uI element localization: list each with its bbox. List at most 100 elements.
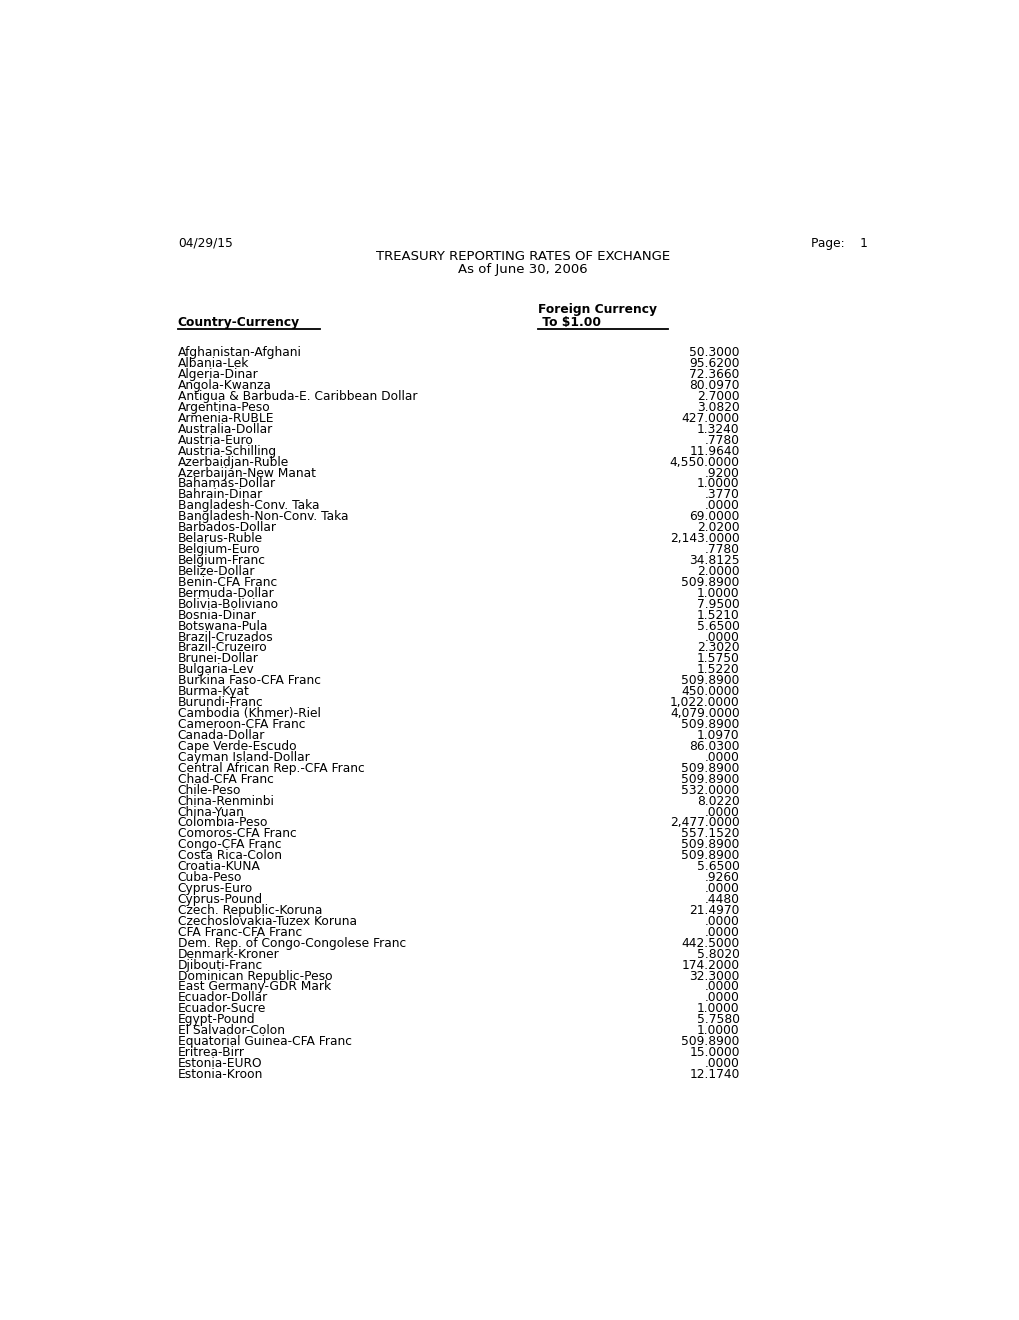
Text: .0000: .0000 [704,805,739,818]
Text: .3770: .3770 [704,488,739,502]
Text: Dem. Rep. of Congo-Congolese Franc: Dem. Rep. of Congo-Congolese Franc [177,937,406,949]
Text: Cuba-Peso: Cuba-Peso [177,871,243,884]
Text: El Salvador-Colon: El Salvador-Colon [177,1024,284,1038]
Text: Belgium-Euro: Belgium-Euro [177,543,260,556]
Text: Burkina Faso-CFA Franc: Burkina Faso-CFA Franc [177,675,321,688]
Text: 72.3660: 72.3660 [689,368,739,381]
Text: 1.5220: 1.5220 [696,664,739,676]
Text: 1,022.0000: 1,022.0000 [669,696,739,709]
Text: 32.3000: 32.3000 [689,969,739,982]
Text: Cambodia (Khmer)-Riel: Cambodia (Khmer)-Riel [177,708,320,721]
Text: Cameroon-CFA Franc: Cameroon-CFA Franc [177,718,305,731]
Text: Bosnia-Dinar: Bosnia-Dinar [177,609,257,622]
Text: .0000: .0000 [704,925,739,939]
Text: Albania-Lek: Albania-Lek [177,358,249,370]
Text: Denmark-Kroner: Denmark-Kroner [177,948,279,961]
Text: Belize-Dollar: Belize-Dollar [177,565,255,578]
Text: Bermuda-Dollar: Bermuda-Dollar [177,587,274,599]
Text: TREASURY REPORTING RATES OF EXCHANGE: TREASURY REPORTING RATES OF EXCHANGE [375,249,669,263]
Text: .0000: .0000 [704,915,739,928]
Text: 450.0000: 450.0000 [681,685,739,698]
Text: Egypt-Pound: Egypt-Pound [177,1014,255,1026]
Text: 2,477.0000: 2,477.0000 [669,817,739,829]
Text: Bahrain-Dinar: Bahrain-Dinar [177,488,263,502]
Text: .0000: .0000 [704,631,739,644]
Text: 509.8900: 509.8900 [681,772,739,785]
Text: Armenia-RUBLE: Armenia-RUBLE [177,412,274,425]
Text: Azerbaidjan-Ruble: Azerbaidjan-Ruble [177,455,288,469]
Text: 15.0000: 15.0000 [689,1045,739,1059]
Text: Ecuador-Sucre: Ecuador-Sucre [177,1002,266,1015]
Text: 1.0000: 1.0000 [696,1024,739,1038]
Text: 2.0200: 2.0200 [696,521,739,535]
Text: .0000: .0000 [704,882,739,895]
Text: 5.8020: 5.8020 [696,948,739,961]
Text: .9200: .9200 [704,466,739,479]
Text: 509.8900: 509.8900 [681,718,739,731]
Text: Equatorial Guinea-CFA Franc: Equatorial Guinea-CFA Franc [177,1035,352,1048]
Text: 1.5750: 1.5750 [696,652,739,665]
Text: 69.0000: 69.0000 [689,511,739,523]
Text: Botswana-Pula: Botswana-Pula [177,619,268,632]
Text: Costa Rica-Colon: Costa Rica-Colon [177,849,281,862]
Text: 532.0000: 532.0000 [681,784,739,797]
Text: As of June 30, 2006: As of June 30, 2006 [458,263,587,276]
Text: Antigua & Barbuda-E. Caribbean Dollar: Antigua & Barbuda-E. Caribbean Dollar [177,389,417,403]
Text: Bolivia-Boliviano: Bolivia-Boliviano [177,598,279,611]
Text: Belgium-Franc: Belgium-Franc [177,554,266,568]
Text: 12.1740: 12.1740 [689,1068,739,1081]
Text: Croatia-KUNA: Croatia-KUNA [177,861,261,873]
Text: 5.6500: 5.6500 [696,619,739,632]
Text: Brazil-Cruzeiro: Brazil-Cruzeiro [177,642,267,655]
Text: Bangladesh-Non-Conv. Taka: Bangladesh-Non-Conv. Taka [177,511,348,523]
Text: Chile-Peso: Chile-Peso [177,784,242,797]
Text: Chad-CFA Franc: Chad-CFA Franc [177,772,273,785]
Text: Foreign Currency: Foreign Currency [538,304,656,317]
Text: Afghanistan-Afghani: Afghanistan-Afghani [177,346,302,359]
Text: 5.7580: 5.7580 [696,1014,739,1026]
Text: 2.0000: 2.0000 [696,565,739,578]
Text: 174.2000: 174.2000 [681,958,739,972]
Text: East Germany-GDR Mark: East Germany-GDR Mark [177,981,331,994]
Text: Ecuador-Dollar: Ecuador-Dollar [177,991,268,1005]
Text: 1.0970: 1.0970 [696,729,739,742]
Text: Estonia-EURO: Estonia-EURO [177,1057,262,1071]
Text: 509.8900: 509.8900 [681,838,739,851]
Text: 1.5210: 1.5210 [696,609,739,622]
Text: To $1.00: To $1.00 [538,317,600,329]
Text: 5.6500: 5.6500 [696,861,739,873]
Text: 04/29/15: 04/29/15 [177,238,232,249]
Text: 1.3240: 1.3240 [696,422,739,436]
Text: Bahamas-Dollar: Bahamas-Dollar [177,478,276,491]
Text: China-Renminbi: China-Renminbi [177,795,274,808]
Text: Angola-Kwanza: Angola-Kwanza [177,379,271,392]
Text: .0000: .0000 [704,751,739,764]
Text: Djibouti-Franc: Djibouti-Franc [177,958,263,972]
Text: 442.5000: 442.5000 [681,937,739,949]
Text: Cape Verde-Escudo: Cape Verde-Escudo [177,741,297,752]
Text: 2.7000: 2.7000 [696,389,739,403]
Text: Estonia-Kroon: Estonia-Kroon [177,1068,263,1081]
Text: 2,143.0000: 2,143.0000 [669,532,739,545]
Text: 509.8900: 509.8900 [681,762,739,775]
Text: .7780: .7780 [704,543,739,556]
Text: 21.4970: 21.4970 [689,904,739,917]
Text: .4480: .4480 [704,892,739,906]
Text: .0000: .0000 [704,981,739,994]
Text: Eritrea-Birr: Eritrea-Birr [177,1045,245,1059]
Text: 427.0000: 427.0000 [681,412,739,425]
Text: Brazil-Cruzados: Brazil-Cruzados [177,631,273,644]
Text: 95.6200: 95.6200 [689,358,739,370]
Text: 11.9640: 11.9640 [689,445,739,458]
Text: 4,079.0000: 4,079.0000 [669,708,739,721]
Text: Page:    1: Page: 1 [810,238,867,249]
Text: Cayman Island-Dollar: Cayman Island-Dollar [177,751,310,764]
Text: 509.8900: 509.8900 [681,576,739,589]
Text: Central African Rep.-CFA Franc: Central African Rep.-CFA Franc [177,762,364,775]
Text: 7.9500: 7.9500 [696,598,739,611]
Text: Colombia-Peso: Colombia-Peso [177,817,268,829]
Text: Algeria-Dinar: Algeria-Dinar [177,368,259,381]
Text: Country-Currency: Country-Currency [177,317,300,329]
Text: 509.8900: 509.8900 [681,1035,739,1048]
Text: Austria-Euro: Austria-Euro [177,434,254,446]
